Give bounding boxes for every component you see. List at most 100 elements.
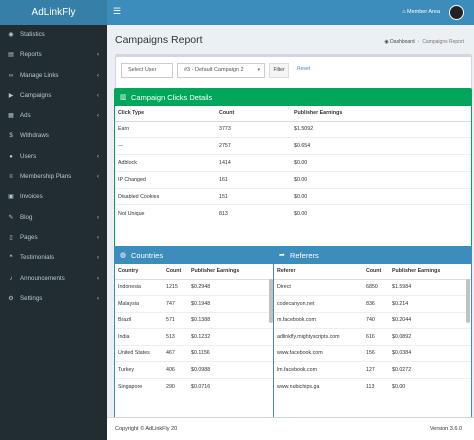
sidebar-item-announcements[interactable]: ♪ Announcements ‹ [0, 269, 107, 289]
sidebar-item-campaigns[interactable]: ▶ Campaigns ‹ [0, 86, 107, 106]
table-cell: 290 [163, 377, 188, 395]
table-cell: m.facebook.com [274, 311, 363, 329]
sidebar-item-testimonials[interactable]: ❝ Testimonials ‹ [0, 248, 107, 268]
table-cell: www.nubichips.ga [274, 377, 363, 395]
chevron-left-icon: ‹ [97, 52, 99, 59]
table-cell: 836 [363, 295, 389, 312]
chevron-left-icon: ‹ [97, 174, 99, 181]
campaign-select[interactable]: #3 - Default Campaign 2 ▾ [177, 63, 265, 78]
countries-table: Country Count Publisher Earnings Indonesia… [115, 264, 274, 395]
table-cell: $0.0716 [188, 377, 274, 395]
scrollbar[interactable] [269, 279, 273, 323]
sidebar-item-reports[interactable]: ▤ Reports ‹ [0, 45, 107, 65]
cogs-icon: ⚙ [8, 295, 14, 302]
table-cell: Turkey [115, 361, 163, 378]
table-row: Adblock 1414 $0.00 [115, 154, 471, 172]
sidebar-item-settings[interactable]: ⚙ Settings ‹ [0, 289, 107, 309]
table-cell: 1414 [216, 154, 291, 172]
sidebar-item-label: Membership Plans [20, 173, 72, 181]
table-cell: 513 [163, 328, 188, 345]
share-icon: ➦ [279, 252, 285, 259]
money-icon: $ [9, 133, 13, 140]
user-select[interactable]: Select User [121, 63, 173, 78]
table-row: Malaysia 747 $0.1948 [115, 295, 274, 312]
sidebar-item-users[interactable]: ● Users ‹ [0, 147, 107, 167]
sidebar-item-label: Withdraws [20, 132, 49, 140]
scrollbar[interactable] [466, 279, 470, 323]
breadcrumb-home[interactable]: ◉ Dashboard [384, 39, 415, 45]
column-header: Country [115, 264, 163, 280]
table-cell: Earn [115, 120, 216, 138]
globe-icon: ◍ [120, 252, 127, 259]
table-row: Direct 6850 $1.5984 [274, 278, 471, 296]
sidebar-item-ads[interactable]: ▦ Ads ‹ [0, 106, 107, 126]
table-cell: $0.1232 [188, 328, 274, 345]
table-cell: $0.2044 [389, 311, 471, 329]
table-cell: India [115, 328, 163, 345]
sidebar-item-membership-plans[interactable]: ≡ Membership Plans ‹ [0, 167, 107, 187]
sidebar-item-invoices[interactable]: ▣ Invoices [0, 187, 107, 207]
table-cell: $0.214 [389, 295, 471, 312]
sidebar-item-blog[interactable]: ✎ Blog ‹ [0, 208, 107, 228]
bar-chart-icon: ▥ [120, 94, 127, 101]
reset-link[interactable]: Reset [297, 66, 311, 72]
table-cell: $0.1948 [188, 295, 274, 312]
member-area-link[interactable]: ⌂ Member Area [402, 9, 440, 15]
sidebar-item-withdraws[interactable]: $ Withdraws [0, 126, 107, 146]
table-row: codecanyon.net 836 $0.214 [274, 295, 471, 312]
sidebar-item-label: Users [20, 152, 37, 160]
sidebar-item-label: Ads [20, 112, 31, 120]
sidebar-item-label: Blog [20, 213, 33, 221]
breadcrumb-home-label: Dashboard [390, 39, 415, 45]
users-icon: ● [9, 153, 13, 160]
campaign-select-value: #3 - Default Campaign 2 [184, 67, 244, 73]
panel-header: ▥ Campaign Clicks Details [115, 89, 471, 106]
table-cell: $0.0384 [389, 344, 471, 362]
version-text: Version 3.6.0 [429, 426, 462, 432]
table-row: adlinkfly.mightyscripts.com 616 $0.0892 [274, 328, 471, 345]
panel-title: Countries [131, 251, 164, 260]
sidebar-item-manage-links[interactable]: ∞ Manage Links ‹ [0, 66, 107, 86]
table-cell: $0.00 [389, 377, 471, 395]
filter-button[interactable]: Filter [269, 63, 289, 78]
menu-toggle-icon[interactable]: ☰ [113, 6, 122, 16]
table-cell: $0.654 [291, 137, 471, 155]
table-cell: $0.00 [291, 204, 471, 222]
table-cell: Adblock [115, 154, 216, 172]
referers-panel: ➦ Referers Referer Count Publisher Earning… [273, 246, 472, 429]
column-header: Count [163, 264, 188, 280]
table-row: Turkey 406 $0.0988 [115, 361, 274, 378]
blog-icon: ✎ [8, 214, 14, 221]
table-cell: --- [115, 137, 216, 155]
chevron-left-icon: ‹ [97, 153, 99, 160]
panel-header: ➦ Referers [274, 247, 471, 264]
table-row: Disabled Cookies 151 $0.00 [115, 187, 471, 205]
table-cell: 3773 [216, 120, 291, 138]
table-cell: Not Unique [115, 204, 216, 222]
ads-icon: ▦ [8, 113, 14, 120]
pages-icon: ▯ [9, 234, 13, 241]
campaign-clicks-panel: ▥ Campaign Clicks Details Click Type Coun… [114, 88, 472, 261]
column-header: Referer [274, 264, 363, 280]
app-logo[interactable]: AdLinkFly [0, 0, 107, 25]
table-cell: Direct [274, 278, 363, 296]
sidebar-item-label: Settings [20, 294, 43, 302]
column-header: Count [216, 106, 291, 122]
table-row: Singapore 290 $0.0716 [115, 377, 274, 395]
user-avatar[interactable] [449, 5, 464, 20]
column-header: Publisher Earnings [389, 264, 471, 280]
sidebar-item-label: Manage Links [20, 71, 59, 79]
table-cell: 6850 [363, 278, 389, 296]
chevron-left-icon: ‹ [97, 214, 99, 221]
comments-icon: ❝ [9, 255, 13, 262]
sidebar-item-pages[interactable]: ▯ Pages ‹ [0, 228, 107, 248]
table-cell: $0.2948 [188, 278, 274, 296]
table-cell: 616 [363, 328, 389, 345]
sidebar-item-statistics[interactable]: ◉ Statistics [0, 25, 107, 45]
chevron-down-icon: ▾ [257, 67, 260, 73]
table-row: Not Unique 813 $0.00 [115, 204, 471, 222]
table-cell: $0.1156 [188, 344, 274, 362]
sidebar: ◉ Statistics ▤ Reports ‹ ∞ Manage Links ‹ ▶ Campa… [0, 25, 107, 440]
list-icon: ≡ [9, 174, 13, 181]
breadcrumb-current: Campaigns Report [422, 39, 464, 45]
